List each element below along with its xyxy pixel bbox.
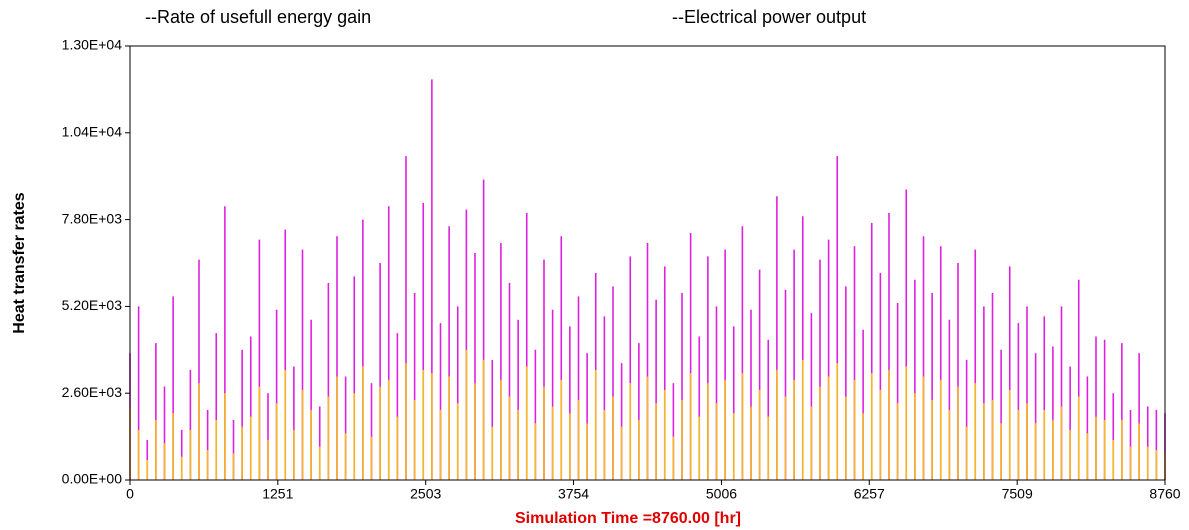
y-tick-label: 5.20E+03 [62, 297, 123, 313]
y-tick-label: 2.60E+03 [62, 384, 123, 400]
y-tick-label: 1.04E+04 [62, 124, 123, 140]
y-tick-label: 1.30E+04 [62, 37, 123, 53]
x-tick-label: 6257 [854, 486, 885, 502]
x-axis-label: Simulation Time =8760.00 [hr] [515, 510, 741, 527]
x-tick-label: 1251 [262, 486, 293, 502]
x-tick-label: 0 [126, 486, 134, 502]
x-tick-label: 3754 [558, 486, 589, 502]
legend-entry: --Electrical power output [672, 7, 866, 27]
y-tick-label: 7.80E+03 [62, 210, 123, 226]
y-tick-label: 0.00E+00 [62, 471, 123, 487]
plot-frame [129, 45, 1166, 481]
x-tick-label: 2503 [410, 486, 441, 502]
y-axis-label: Heat transfer rates [11, 192, 28, 334]
legend-entry: --Rate of usefull energy gain [145, 7, 371, 27]
x-tick-label: 5006 [706, 486, 737, 502]
x-tick-label: 8760 [1149, 486, 1180, 502]
x-tick-label: 7509 [1002, 486, 1033, 502]
